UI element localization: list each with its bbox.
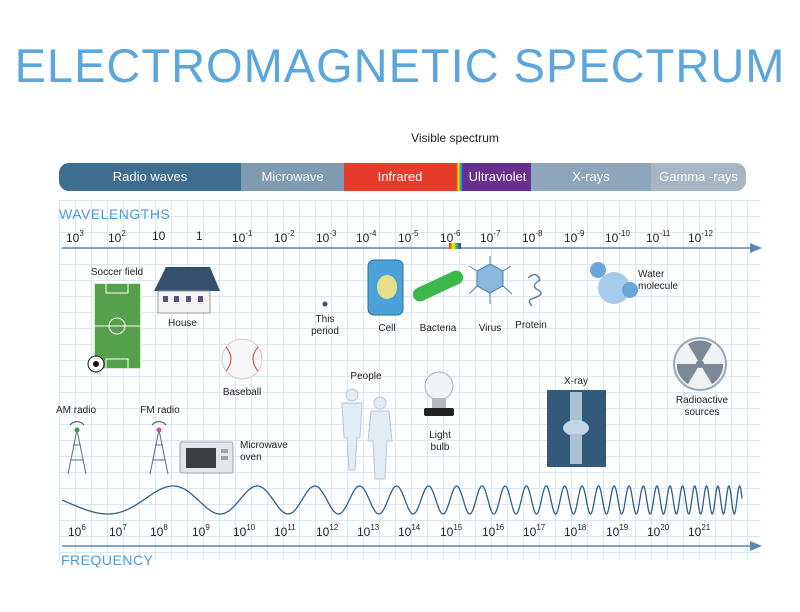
frequency-tick-1: 107 [109, 523, 127, 539]
wavelength-tick-1: 102 [108, 229, 126, 245]
frequency-tick-14: 1020 [647, 523, 670, 539]
fm-radio-tower-icon [149, 421, 169, 475]
label-light-bulb: Light bulb [429, 430, 451, 453]
wavelength-tick-4: 10-1 [232, 229, 253, 245]
wavelength-tick-10: 10-7 [480, 229, 501, 245]
light-bulb-icon [424, 371, 454, 416]
band-xrays: X-rays [531, 163, 651, 191]
label-xray: X-ray [564, 376, 588, 387]
wavelength-tick-15: 10-12 [688, 229, 713, 245]
label-people: People [350, 371, 382, 382]
wavelength-tick-13: 10-10 [605, 229, 630, 245]
wavelength-tick-0: 103 [66, 229, 84, 245]
wavelength-tick-3: 1 [196, 229, 203, 243]
band-visible [456, 163, 464, 191]
wavelength-tick-7: 10-4 [356, 229, 377, 245]
band-radio-waves: Radio waves [59, 163, 241, 191]
bacteria-icon [412, 270, 464, 302]
frequency-tick-6: 1012 [316, 523, 339, 539]
band-infrared: Infrared [344, 163, 456, 191]
visible-marker [449, 243, 461, 249]
am-radio-tower-icon [67, 421, 87, 475]
frequency-tick-8: 1014 [398, 523, 421, 539]
band-gamma-rays: Gamma -rays [651, 163, 746, 191]
xray-image-icon [547, 390, 606, 467]
radioactive-icon [673, 337, 727, 391]
label-soccer-field: Soccer field [90, 267, 144, 278]
frequency-tick-10: 1016 [482, 523, 505, 539]
label-fm-radio: FM radio [140, 405, 180, 416]
house-icon [154, 267, 220, 314]
frequency-tick-15: 1021 [688, 523, 711, 539]
label-microwave-oven: Microwave oven [240, 440, 288, 463]
wavelength-tick-2: 10 [152, 229, 166, 243]
visible-spectrum-label: Visible spectrum [411, 131, 499, 145]
frequency-tick-13: 1019 [606, 523, 629, 539]
label-house: House [168, 318, 197, 329]
wavelength-arrowhead [750, 243, 762, 253]
baseball-icon [221, 338, 263, 380]
label-cell: Cell [378, 323, 396, 334]
protein-icon [527, 273, 542, 307]
period-dot-icon [322, 301, 328, 307]
frequency-tick-3: 109 [192, 523, 210, 539]
frequency-tick-0: 106 [68, 523, 86, 539]
frequency-tick-9: 1015 [440, 523, 463, 539]
frequency-tick-5: 1011 [274, 523, 296, 539]
label-virus: Virus [478, 323, 502, 334]
label-protein: Protein [515, 320, 547, 331]
page-title: ELECTROMAGNETIC SPECTRUM [14, 39, 786, 92]
wavelength-tick-14: 10-11 [646, 229, 671, 245]
frequency-title: FREQUENCY [61, 552, 154, 568]
wavelength-tick-11: 10-8 [522, 229, 543, 245]
frequency-tick-4: 1010 [233, 523, 256, 539]
label-period: This period [311, 314, 339, 337]
virus-icon [468, 256, 513, 304]
frequency-tick-11: 1017 [523, 523, 546, 539]
cell-icon [367, 259, 404, 316]
water-molecule-icon [590, 262, 638, 304]
label-bacteria: Bacteria [419, 323, 457, 334]
wavelengths-title: WAVELENGTHS [59, 206, 171, 222]
wavelength-tick-12: 10-9 [564, 229, 585, 245]
microwave-oven-icon [179, 441, 234, 474]
frequency-arrowhead [750, 541, 762, 551]
label-am-radio: AM radio [55, 405, 96, 416]
band-microwave: Microwave [241, 163, 344, 191]
wavelength-tick-5: 10-2 [274, 229, 295, 245]
wavelength-tick-6: 10-3 [316, 229, 337, 245]
band-ultraviolet: Ultraviolet [464, 163, 531, 191]
em-wave [61, 484, 743, 515]
people-icon [341, 388, 393, 480]
label-baseball: Baseball [222, 387, 262, 398]
wavelength-tick-8: 10-5 [398, 229, 419, 245]
soccer-field-icon [87, 282, 142, 373]
wavelength-tick-9: 10-6 [440, 229, 461, 245]
grid-background [59, 200, 760, 560]
frequency-tick-2: 108 [150, 523, 168, 539]
label-radioactive: Radioactive sources [675, 395, 729, 418]
frequency-tick-7: 1013 [357, 523, 380, 539]
label-water-molecule: Water molecule [638, 269, 679, 292]
frequency-tick-12: 1018 [564, 523, 587, 539]
